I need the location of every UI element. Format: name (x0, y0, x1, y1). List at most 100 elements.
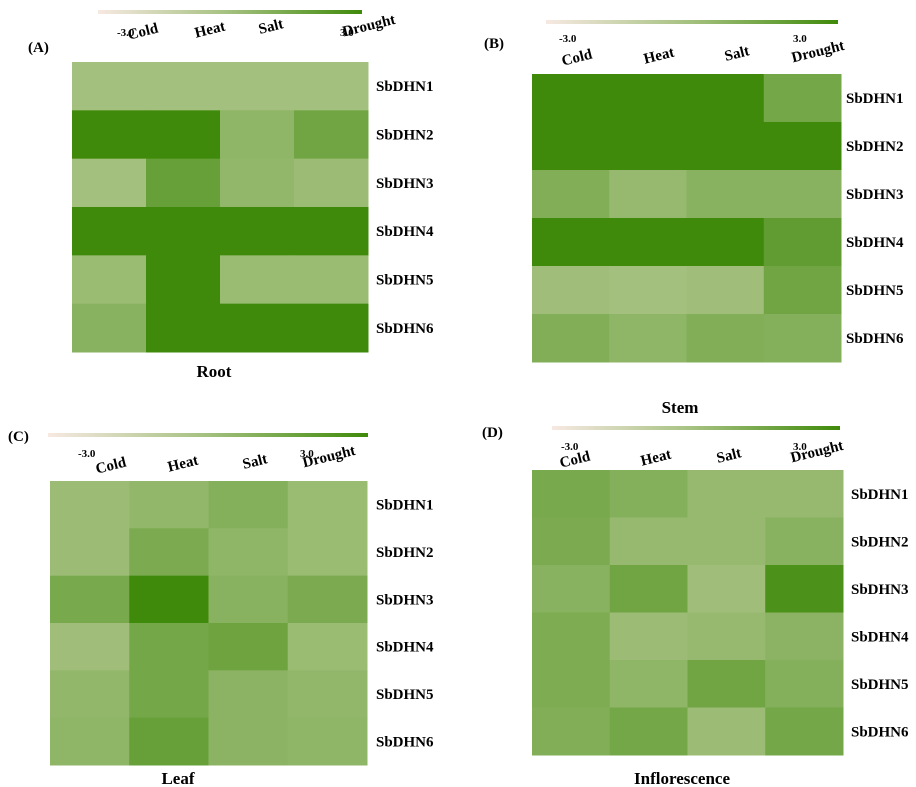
row-label: SbDHN1 (851, 487, 909, 503)
column-label: Heat (639, 447, 673, 470)
heatmap-cell (609, 314, 687, 363)
heatmap-cell (765, 707, 844, 756)
column-label: Heat (642, 45, 676, 68)
column-label: Heat (193, 19, 227, 42)
panel-title: Leaf (161, 769, 194, 787)
column-label: Drought (341, 12, 397, 41)
column-label: Salt (257, 16, 285, 38)
color-scale-bar (546, 20, 838, 24)
heatmap-cell (687, 470, 766, 518)
row-label: SbDHN6 (376, 321, 434, 337)
heatmap-cell (763, 314, 842, 363)
heatmap-cell (72, 255, 147, 305)
column-label: Cold (94, 454, 128, 477)
heatmap-cell (532, 517, 611, 566)
heatmap-cell (294, 158, 369, 208)
row-label: SbDHN3 (851, 582, 909, 598)
heatmap-cell (220, 207, 295, 256)
heatmap-cell (50, 575, 130, 624)
scale-max-label: 3.0 (300, 448, 314, 460)
color-scale-bar (98, 10, 362, 14)
heatmap-cell (686, 314, 765, 363)
row-label: SbDHN2 (376, 545, 434, 561)
row-label: SbDHN6 (846, 331, 904, 347)
row-label: SbDHN4 (376, 224, 434, 240)
row-label: SbDHN6 (851, 724, 909, 740)
heatmap-cell (532, 707, 611, 756)
heatmap-cell (765, 470, 844, 518)
heatmap-cell (532, 74, 610, 123)
color-scale-bar (48, 433, 368, 437)
row-label: SbDHN1 (376, 498, 434, 514)
heatmap-cell (687, 612, 766, 661)
heatmap-cell (220, 255, 295, 305)
heatmap-cell (146, 62, 221, 111)
scale-max-label: 3.0 (793, 33, 807, 45)
heatmap-cell (72, 158, 147, 208)
heatmap-cell (208, 670, 289, 719)
row-label: SbDHN6 (376, 734, 434, 750)
heatmap-cell (50, 717, 130, 766)
heatmap-cell (609, 170, 687, 219)
heatmap-cell (765, 565, 844, 613)
heatmap-cell (146, 110, 221, 160)
heatmap-cell (72, 62, 147, 111)
column-label: Salt (241, 451, 269, 473)
row-label: SbDHN4 (376, 640, 434, 656)
heatmap-cell (129, 528, 209, 577)
heatmap-cell (287, 623, 368, 671)
heatmap-cell (50, 481, 130, 529)
heatmap-cell (609, 122, 687, 171)
panel-title: Inflorescence (634, 769, 730, 787)
heatmap-cell (686, 266, 765, 315)
panel-title: Root (197, 362, 232, 381)
heatmap-cell (220, 62, 295, 111)
heatmap-cell (208, 528, 289, 577)
row-label: SbDHN1 (376, 79, 434, 95)
scale-min-label: -3.0 (561, 441, 579, 453)
heatmap-cell (50, 528, 130, 577)
heatmap-cell (532, 266, 610, 315)
heatmap-cell (294, 110, 369, 160)
row-label: SbDHN5 (846, 283, 904, 299)
heatmap-cell (532, 170, 610, 219)
heatmap-cell (686, 74, 765, 123)
heatmap-cell (287, 528, 368, 577)
heatmap-cell (763, 74, 842, 123)
heatmap-cell (609, 218, 687, 267)
heatmap-cell (129, 717, 209, 766)
heatmap-cell (532, 612, 611, 661)
heatmap-cell (763, 266, 842, 315)
heatmap-cell (532, 218, 610, 267)
heatmap-cell (609, 470, 688, 518)
heatmap-panel-1: (A) -3.0 3.0 Cold Heat Salt Drought SbDHN1 SbDHN… (28, 10, 434, 381)
panel-label: (B) (484, 36, 504, 52)
heatmap-cell (72, 207, 147, 256)
heatmap-cell (609, 612, 688, 661)
row-label: SbDHN2 (376, 128, 434, 144)
row-label: SbDHN4 (851, 629, 909, 645)
heatmap-cell (686, 218, 765, 267)
column-label: Heat (166, 453, 200, 476)
column-label: Salt (723, 43, 751, 65)
row-label: SbDHN2 (851, 534, 909, 550)
heatmap-cell (609, 517, 688, 566)
heatmap-cell (129, 670, 209, 719)
heatmap-cell (129, 481, 209, 529)
heatmap-cell (208, 717, 289, 766)
heatmap-cell (687, 517, 766, 566)
heatmap-cell (686, 122, 765, 171)
heatmap-cell (208, 575, 289, 624)
row-label: SbDHN2 (846, 139, 904, 155)
scale-max-label: 3.0 (793, 441, 807, 453)
heatmap-cell (220, 303, 295, 353)
row-label: SbDHN3 (846, 187, 904, 203)
row-label: SbDHN5 (851, 677, 909, 693)
heatmap-cell (287, 717, 368, 766)
heatmap-cell (287, 670, 368, 719)
column-label: Cold (126, 20, 160, 43)
heatmap-cell (687, 565, 766, 613)
